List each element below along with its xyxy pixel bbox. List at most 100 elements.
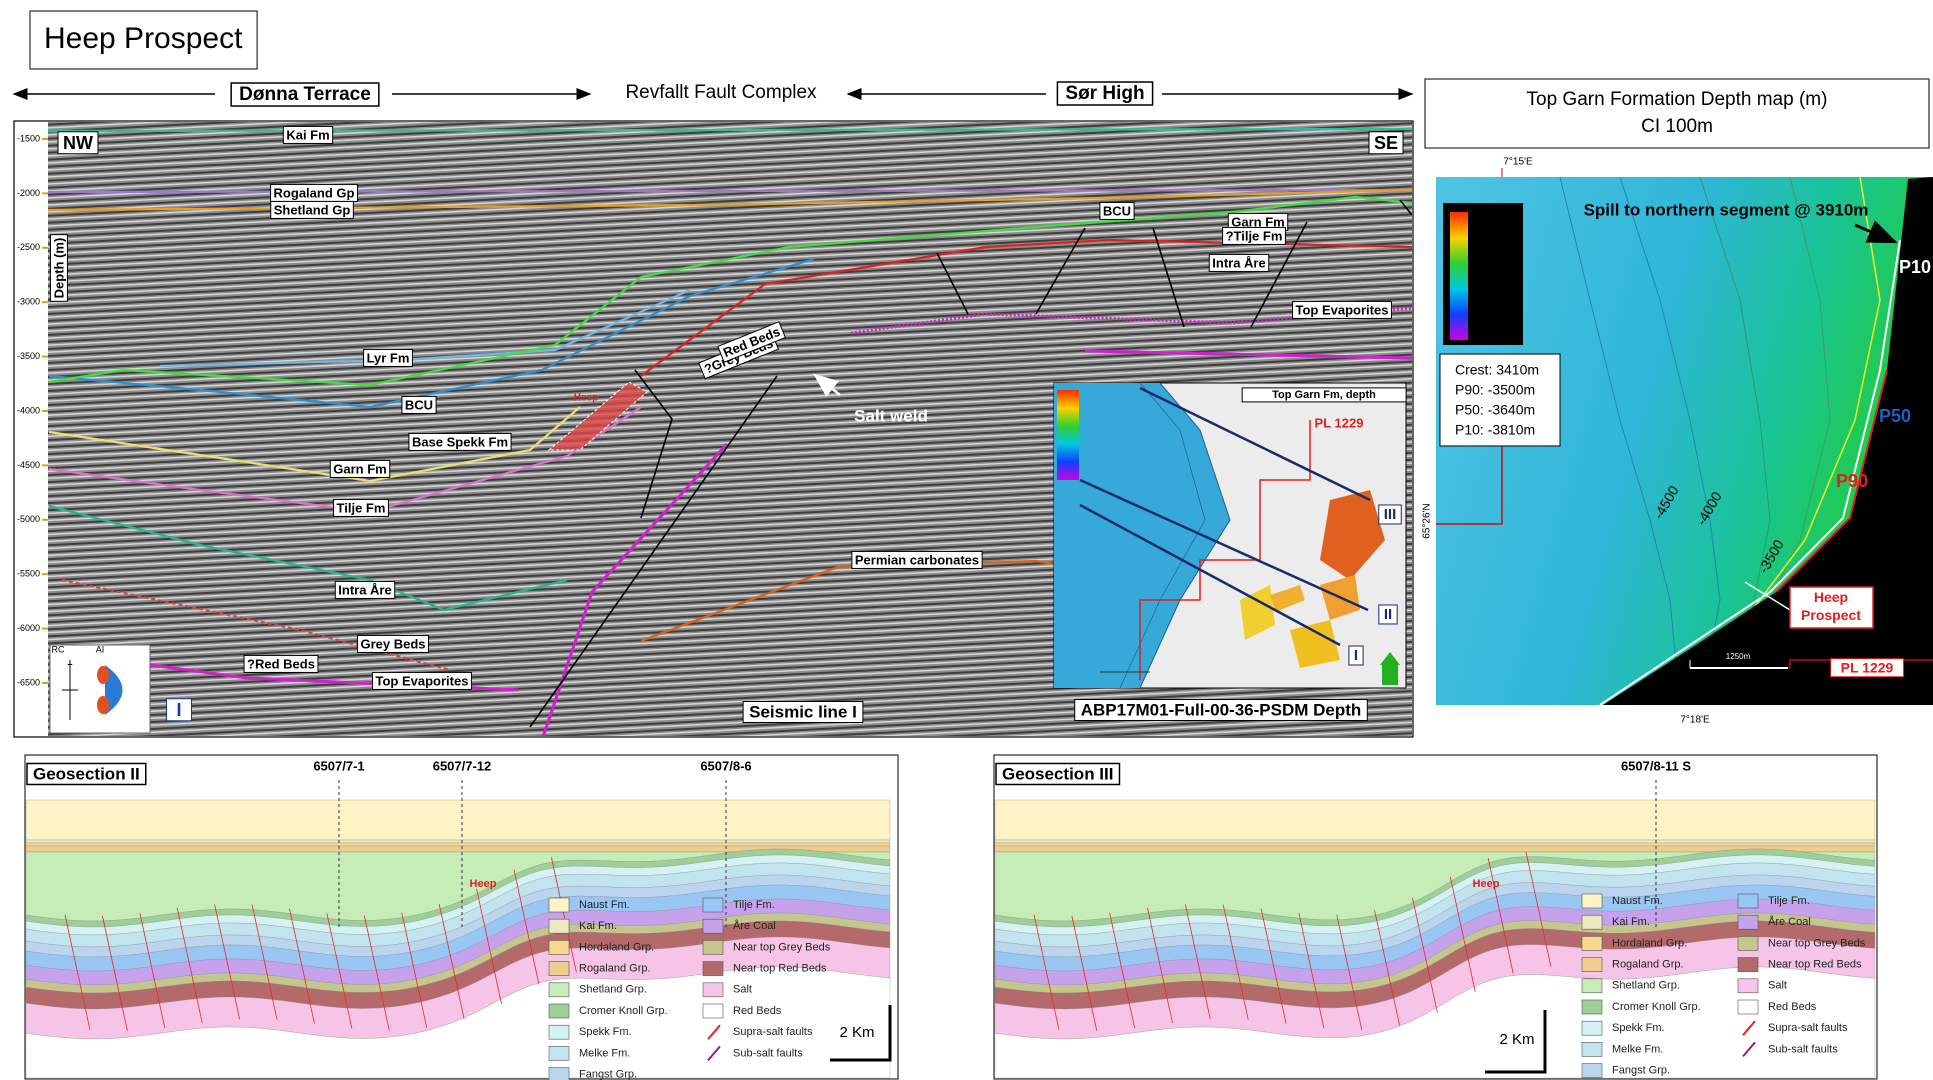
legend-symbol [548,1046,570,1061]
horizon-label: Tilje Fm [333,498,389,517]
legend-symbol [548,982,570,998]
legend-symbol [548,940,570,955]
label-box [57,131,99,155]
legend-symbol [702,961,724,976]
volume-label: P50: -3640m [1455,402,1535,418]
y-tick-label: -3500 [17,351,40,361]
well-label: 6507/7-1 [313,758,364,773]
layer [25,842,891,847]
horizon-label: Intra Åre [1212,255,1265,270]
fault [1298,913,1325,1029]
fault [401,912,428,1028]
label: 7°18'E [1680,715,1710,726]
horizon-label-box [270,200,354,219]
label: Seismic line I [749,702,857,721]
horizon-label-box [372,671,472,690]
prospect-label: Heep Prospect [1801,589,1861,623]
label-box [742,700,864,723]
legend-label: Salt [733,984,752,996]
fault [1449,876,1476,992]
label: Heep [574,393,598,404]
horizon-label: Intra Åre [338,582,391,597]
legend-label: Rogaland Grp. [1612,959,1684,971]
label: Sør High [1065,83,1144,104]
label: 2 Km [839,1024,874,1041]
legend-symbol [1581,1042,1603,1057]
horizon-label-box [1292,300,1392,319]
label: 1250m [1726,652,1751,661]
fault [1147,907,1173,1024]
label: NW [63,133,93,153]
legend-symbol [548,897,570,913]
layer [994,842,1876,847]
horizon-label-box [851,550,983,569]
legend-symbol [1737,999,1759,1015]
y-tick-label: -5000 [17,514,40,524]
label: 65°26'N [1422,503,1433,538]
legend-symbol [1581,957,1603,972]
label-box [49,234,68,302]
legend-symbol [1737,914,1759,930]
layer [994,799,1876,841]
fault [1336,914,1363,1030]
label: CI 100m [1641,116,1713,137]
layer [25,799,891,841]
legend-symbol [702,918,724,934]
layer [994,966,1876,1079]
label: I [1354,647,1358,664]
fault [1374,910,1400,1026]
legend-symbol [1737,936,1759,951]
legend-label: Cromer Knoll Grp. [1612,1001,1701,1013]
y-tick-label: -2500 [17,242,40,252]
y-tick-label: -3000 [17,297,40,307]
legend-label: Salt [1768,980,1787,992]
horizon-label: Shetland Gp [274,202,351,217]
label-box [26,762,147,786]
horizon-label-box [356,634,430,653]
horizon-label-box [401,395,437,414]
horizon-label: ?Tilje Fm [1226,228,1283,243]
label-box [1348,645,1364,666]
legend-label: Tilje Fm. [1768,895,1810,907]
horizon-label: ?Red Beds [243,654,319,673]
label-box [29,10,258,70]
label: Heep Prospect [44,22,243,55]
label: Sør High [1056,81,1154,106]
horizon-label: BCU [1103,203,1131,218]
horizon-label: Rogaland Gp [274,185,355,200]
fault [251,904,278,1020]
horizon-label: Permian carbonates [851,550,983,569]
label-box [230,82,380,107]
label: Geosection III [995,762,1121,786]
legend-symbol [702,897,724,913]
horizon-label-box [329,459,391,478]
volume-label: Crest: 3410m [1455,362,1539,378]
volume-label: P90: -3500m [1455,382,1535,398]
well-label: 6507/8-11 S [1621,758,1691,773]
fault [363,915,390,1031]
legend-label: Sub-salt faults [1768,1043,1838,1055]
label: 2 Km [1499,1031,1534,1048]
label: III [1384,506,1397,523]
fault [176,907,203,1024]
label: Revfallt Fault Complex [625,82,817,103]
horizon-label: Top Evaporites [1296,302,1389,317]
legend-label: Red Beds [733,1005,782,1017]
legend-symbol [548,1067,570,1080]
label: Heep [470,878,497,890]
horizon-label-box [282,125,334,144]
well-label: 6507/7-1 [313,758,364,773]
key-label: RC [52,644,65,654]
horizon-label: Lyr Fm [363,348,413,367]
label: Spill to northern segment @ 3910m [1584,200,1869,219]
well-label: 6507/8-11 S [1621,758,1691,773]
horizon-label: Tilje Fm [337,500,386,515]
fault [476,888,502,1004]
well-label: 6507/7-12 [433,758,492,773]
fault [1525,851,1552,967]
outline-label: P10 [1899,257,1931,277]
legend-label: Spekk Fm. [579,1026,632,1038]
legend-symbol [707,1024,721,1040]
